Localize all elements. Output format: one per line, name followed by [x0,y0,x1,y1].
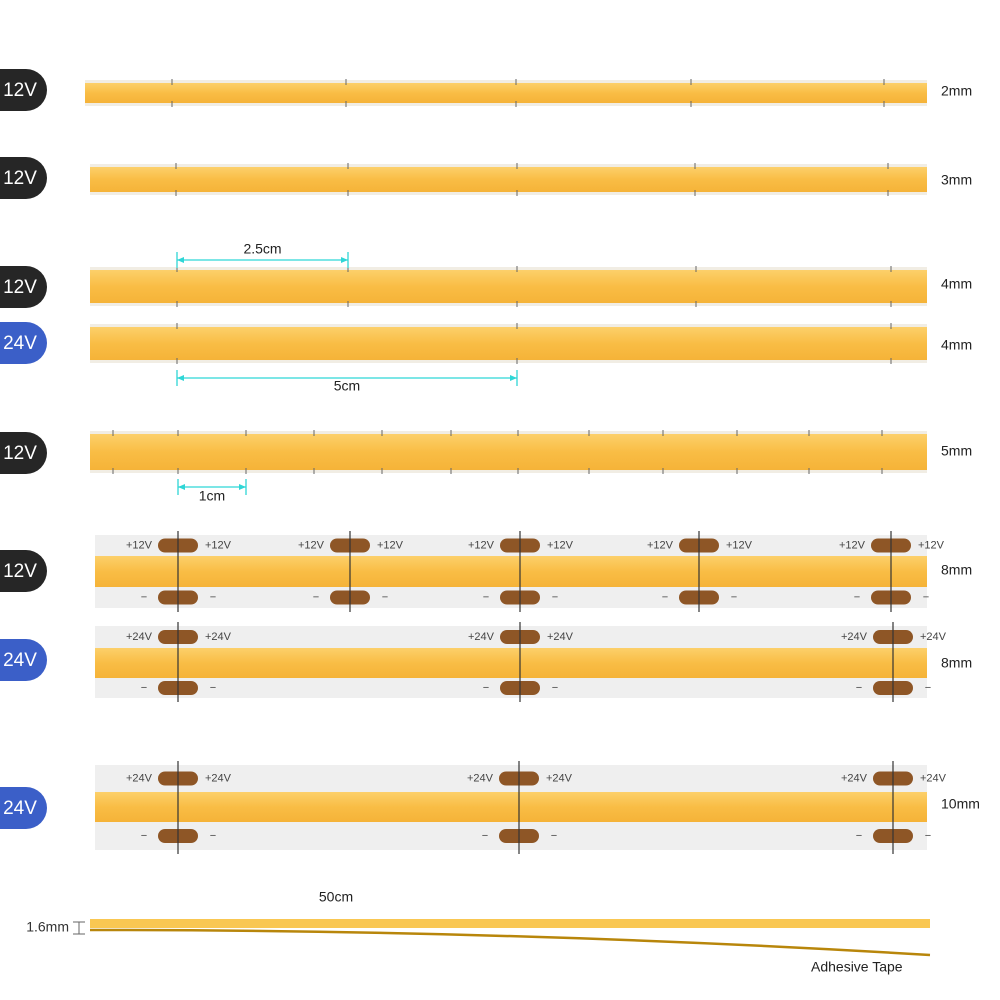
pad-label: +24V [126,631,153,643]
dimension-label: 2.5cm [243,241,281,257]
pad-label: +12V [918,539,945,551]
pad-label: +24V [205,631,232,643]
voltage-label: 12V [3,561,37,582]
thickness-marker [73,921,85,935]
pad-label: +12V [298,539,325,551]
dimension-label: 1cm [199,488,225,504]
voltage-badge [0,266,47,308]
pad-label: − [141,830,147,842]
pad-label: − [662,591,668,603]
voltage-badge [0,639,47,681]
pad-label: +24V [920,772,947,784]
thickness-label: 1.6mm [26,919,69,935]
pad-label: − [923,591,929,603]
pad-label: − [856,830,862,842]
pad-label: +24V [841,631,868,643]
voltage-label: 12V [3,80,37,101]
width-label: 4mm [941,337,972,353]
width-label: 8mm [941,562,972,578]
pad-label: +12V [205,539,232,551]
pad-label: +24V [546,772,573,784]
pad-label: − [854,591,860,603]
width-label: 4mm [941,276,972,292]
led-strip [90,167,927,192]
led-strip [95,556,927,587]
dimension-label: 5cm [334,378,360,394]
led-strip [95,648,927,678]
pad-label: − [856,682,862,694]
pad-label: − [210,830,216,842]
led-strip [90,327,927,360]
voltage-badge [0,432,47,474]
pad-label: +12V [547,539,574,551]
width-label: 2mm [941,83,972,99]
pad-label: − [483,682,489,694]
pad-label: − [925,830,931,842]
pad-label: − [313,591,319,603]
pad-label: +24V [468,631,495,643]
pad-label: +24V [547,631,574,643]
pad-label: +12V [647,539,674,551]
voltage-label: 24V [3,333,37,354]
arrow-head [178,484,246,490]
led-strip [90,270,927,303]
width-label: 5mm [941,443,972,459]
voltage-badge [0,69,47,111]
pad-label: − [551,830,557,842]
pad-label: − [483,591,489,603]
pad-label: +24V [920,631,947,643]
pad-label: +12V [126,539,153,551]
pad-label: − [482,830,488,842]
pad-label: +12V [377,539,404,551]
profile-strip [90,919,930,928]
pad-label: − [210,682,216,694]
pad-label: − [141,682,147,694]
pad-label: − [141,591,147,603]
adhesive-tape [89,928,931,957]
voltage-badge [0,322,47,364]
pad-label: +24V [205,772,232,784]
pad-label: +12V [468,539,495,551]
pad-label: − [731,591,737,603]
pad-label: +12V [726,539,753,551]
width-label: 3mm [941,172,972,188]
pad-label: +24V [467,772,494,784]
voltage-label: 12V [3,277,37,298]
pad-label: − [552,591,558,603]
voltage-label: 12V [3,168,37,189]
voltage-badge [0,157,47,199]
voltage-label: 24V [3,798,37,819]
voltage-badge [0,787,47,829]
width-label: 8mm [941,655,972,671]
voltage-label: 24V [3,650,37,671]
pad-label: − [382,591,388,603]
pad-label: − [925,682,931,694]
led-strip [95,792,927,822]
led-strip [90,434,927,470]
length-label: 50cm [319,889,353,905]
pad-label: +12V [839,539,866,551]
pad-label: − [552,682,558,694]
width-label: 10mm [941,796,980,812]
tape-label: Adhesive Tape [811,959,903,975]
pad-label: − [210,591,216,603]
pad-label: +24V [841,772,868,784]
voltage-label: 12V [3,443,37,464]
voltage-badge [0,550,47,592]
pad-label: +24V [126,772,153,784]
led-strip [85,83,927,103]
